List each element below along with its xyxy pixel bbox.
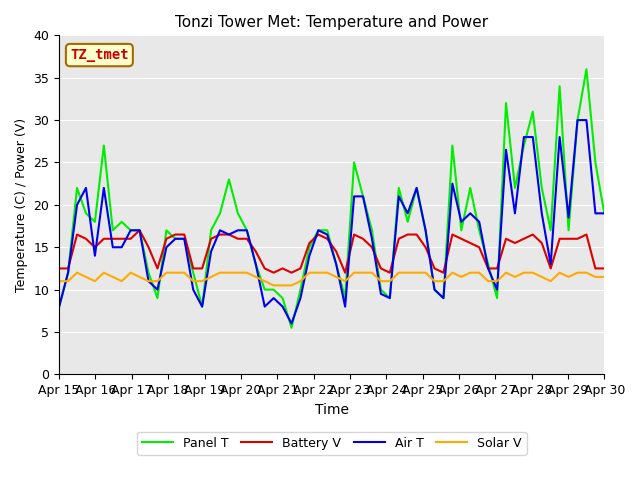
Solar V: [404, 270, 412, 276]
X-axis label: Time: Time: [315, 403, 349, 417]
Panel T: [55, 304, 63, 310]
Solar V: [341, 278, 349, 284]
Air T: [287, 321, 295, 326]
Panel T: [100, 143, 108, 148]
Air T: [55, 304, 63, 310]
Solar V: [207, 274, 215, 280]
Panel T: [287, 325, 295, 331]
Battery V: [55, 265, 63, 271]
Solar V: [547, 278, 554, 284]
Air T: [573, 117, 581, 123]
Battery V: [600, 265, 608, 271]
Panel T: [198, 304, 206, 310]
Solar V: [109, 274, 116, 280]
Legend: Panel T, Battery V, Air T, Solar V: Panel T, Battery V, Air T, Solar V: [136, 432, 527, 455]
Air T: [198, 304, 206, 310]
Battery V: [270, 270, 278, 276]
Panel T: [395, 185, 403, 191]
Panel T: [538, 185, 545, 191]
Battery V: [207, 236, 215, 241]
Air T: [538, 210, 545, 216]
Line: Battery V: Battery V: [59, 230, 604, 273]
Solar V: [55, 278, 63, 284]
Battery V: [136, 228, 143, 233]
Air T: [332, 261, 340, 267]
Battery V: [341, 270, 349, 276]
Line: Solar V: Solar V: [59, 273, 604, 286]
Air T: [600, 210, 608, 216]
Text: TZ_tmet: TZ_tmet: [70, 48, 129, 62]
Line: Air T: Air T: [59, 120, 604, 324]
Panel T: [600, 210, 608, 216]
Solar V: [600, 274, 608, 280]
Solar V: [172, 270, 179, 276]
Panel T: [582, 66, 590, 72]
Battery V: [547, 265, 554, 271]
Air T: [163, 244, 170, 250]
Line: Panel T: Panel T: [59, 69, 604, 328]
Air T: [395, 193, 403, 199]
Panel T: [332, 261, 340, 267]
Air T: [100, 185, 108, 191]
Title: Tonzi Tower Met: Temperature and Power: Tonzi Tower Met: Temperature and Power: [175, 15, 488, 30]
Panel T: [163, 228, 170, 233]
Battery V: [404, 232, 412, 238]
Battery V: [172, 232, 179, 238]
Solar V: [73, 270, 81, 276]
Battery V: [100, 236, 108, 241]
Solar V: [270, 283, 278, 288]
Y-axis label: Temperature (C) / Power (V): Temperature (C) / Power (V): [15, 118, 28, 292]
